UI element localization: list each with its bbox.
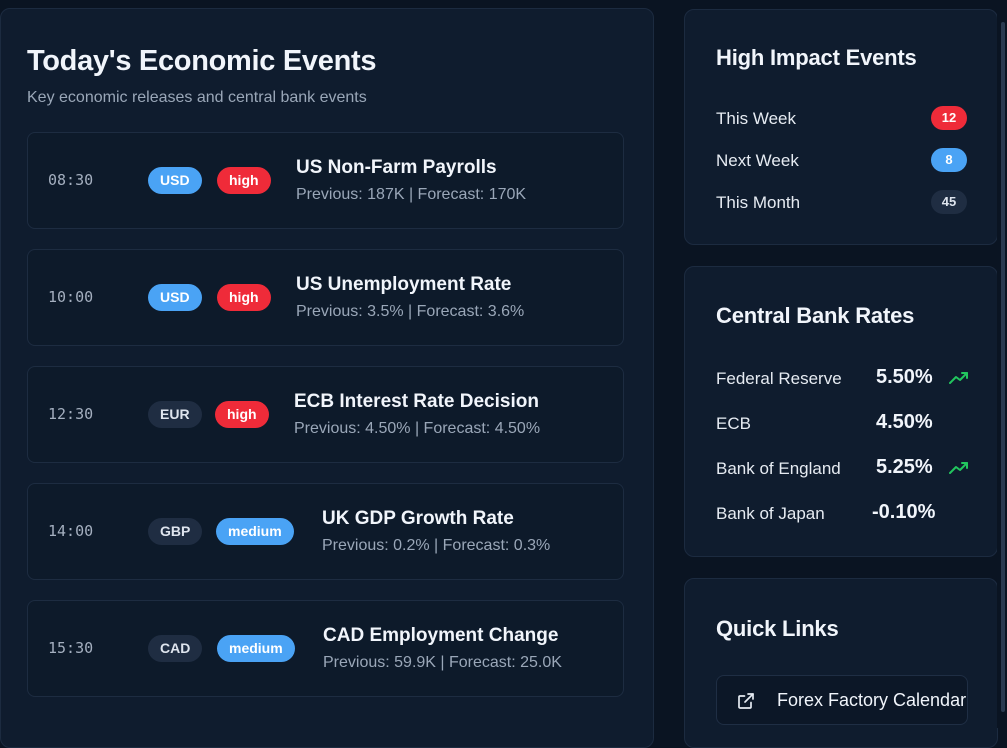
rate-label-federal-reserve: Federal Reserve (716, 369, 842, 388)
external-link-icon (738, 693, 754, 709)
event-details: Previous: 0.2% | Forecast: 0.3% (322, 537, 551, 554)
rate-label-bank-of-england: Bank of England (716, 459, 841, 478)
impact-badge: high (215, 401, 269, 428)
economic-events-panel: Today's Economic Events Key economic rel… (0, 8, 654, 748)
stat-label-this-month: This Month (716, 193, 801, 212)
currency-badge: USD (148, 167, 202, 194)
forex-factory-calendar-link[interactable]: Forex Factory Calendar (716, 675, 968, 725)
event-card[interactable]: 10:00 USD high US Unemployment Rate Prev… (27, 249, 624, 346)
event-time: 15:30 (48, 639, 94, 657)
rate-value-bank-of-japan: -0.10% (872, 501, 936, 523)
rate-value-ecb: 4.50% (876, 411, 933, 433)
link-label: Forex Factory Calendar (777, 690, 967, 710)
stat-label-next-week: Next Week (716, 151, 799, 170)
impact-badge: high (217, 167, 271, 194)
currency-badge: GBP (148, 518, 203, 545)
event-title: US Non-Farm Payrolls (296, 157, 497, 178)
event-time: 12:30 (48, 405, 94, 423)
central-bank-rates-panel: Central Bank Rates Federal Reserve 5.50%… (684, 266, 998, 557)
trending-up-icon (949, 462, 968, 474)
impact-badge: high (217, 284, 271, 311)
quick-links-panel: Quick Links Forex Factory Calendar (684, 578, 998, 748)
rate-value-federal-reserve: 5.50% (876, 366, 933, 388)
event-time: 14:00 (48, 522, 94, 540)
event-details: Previous: 4.50% | Forecast: 4.50% (294, 420, 541, 437)
scrollbar-thumb[interactable] (1001, 22, 1005, 712)
event-card[interactable]: 15:30 CAD medium CAD Employment Change P… (27, 600, 624, 697)
event-card[interactable]: 12:30 EUR high ECB Interest Rate Decisio… (27, 366, 624, 463)
trending-up-icon (949, 372, 968, 384)
event-details: Previous: 59.9K | Forecast: 25.0K (323, 654, 562, 671)
rate-label-ecb: ECB (716, 414, 751, 433)
rate-value-bank-of-england: 5.25% (876, 456, 933, 478)
count-badge-this-week: 12 (931, 106, 967, 130)
count-badge-this-month: 45 (931, 190, 967, 214)
rate-label-bank-of-japan: Bank of Japan (716, 504, 825, 523)
high-impact-events-panel: High Impact Events This Week 12 Next Wee… (684, 9, 998, 245)
impact-badge: medium (217, 635, 295, 662)
stat-label-this-week: This Week (716, 109, 796, 128)
event-time: 10:00 (48, 288, 94, 306)
currency-badge: EUR (148, 401, 202, 428)
event-card[interactable]: 14:00 GBP medium UK GDP Growth Rate Prev… (27, 483, 624, 580)
event-card[interactable]: 08:30 USD high US Non-Farm Payrolls Prev… (27, 132, 624, 229)
event-details: Previous: 3.5% | Forecast: 3.6% (296, 303, 525, 320)
page-title: Today's Economic Events (27, 45, 377, 77)
event-time: 08:30 (48, 171, 94, 189)
event-title: ECB Interest Rate Decision (294, 391, 539, 412)
impact-badge: medium (216, 518, 294, 545)
event-details: Previous: 187K | Forecast: 170K (296, 186, 527, 203)
page-subtitle: Key economic releases and central bank e… (27, 89, 367, 106)
event-title: CAD Employment Change (323, 625, 559, 646)
event-title: UK GDP Growth Rate (322, 508, 514, 529)
high-impact-title: High Impact Events (716, 45, 917, 70)
page-scrollbar[interactable] (997, 0, 1007, 728)
count-badge-next-week: 8 (931, 148, 967, 172)
central-bank-rates-title: Central Bank Rates (716, 303, 915, 328)
quick-links-title: Quick Links (716, 616, 839, 641)
currency-badge: CAD (148, 635, 203, 662)
event-title: US Unemployment Rate (296, 274, 512, 295)
currency-badge: USD (148, 284, 202, 311)
